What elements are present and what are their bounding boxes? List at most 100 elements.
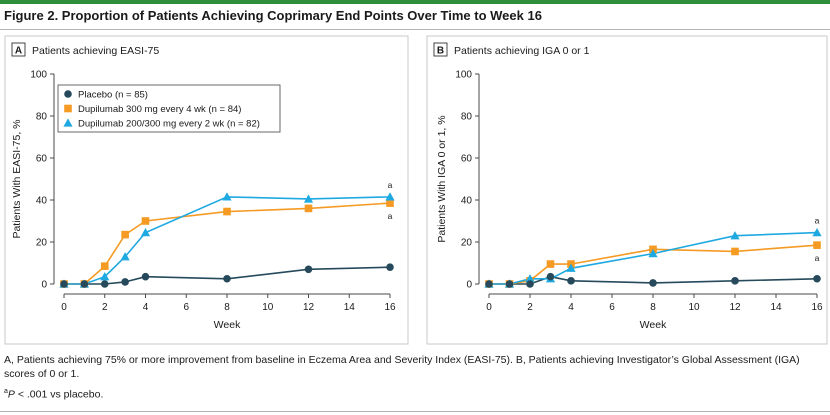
y-axis-title: Patients With IGA 0 or 1, % xyxy=(436,115,448,242)
x-tick-label: 4 xyxy=(568,302,574,313)
data-point-placebo xyxy=(141,272,150,281)
bottom-divider xyxy=(0,411,830,412)
legend-label-q4w: Dupilumab 300 mg every 4 wk (n = 84) xyxy=(78,104,241,115)
data-point-q2w xyxy=(120,252,130,261)
data-point-placebo xyxy=(546,272,555,281)
significance-marker: a xyxy=(388,180,393,190)
y-tick-label: 40 xyxy=(36,196,48,207)
panel-letter-box xyxy=(433,42,448,57)
legend-box xyxy=(57,84,281,133)
figure-caption: A, Patients achieving 75% or more improv… xyxy=(4,353,826,381)
caption-text: A, Patients achieving 75% or more improv… xyxy=(4,354,800,380)
data-point-q4w xyxy=(223,207,231,216)
significance-marker: a xyxy=(815,253,820,263)
data-point-q4w xyxy=(100,262,109,270)
x-tick-label: 6 xyxy=(609,302,615,313)
x-tick-label: 12 xyxy=(729,302,741,313)
data-point-q2w xyxy=(648,248,658,258)
data-point-q4w xyxy=(813,241,821,249)
data-point-q4w xyxy=(304,204,313,213)
panel-letter: A xyxy=(15,46,22,57)
y-tick-label: 100 xyxy=(30,70,47,81)
data-point-q2w xyxy=(812,227,822,237)
data-point-placebo xyxy=(567,277,575,285)
figure-canvas: A Patients achieving EASI-750204060801000… xyxy=(4,35,828,345)
data-point-q2w xyxy=(730,231,740,240)
data-point-q2w xyxy=(222,192,232,201)
panel-frame xyxy=(426,35,828,345)
data-point-placebo xyxy=(60,280,68,288)
data-point-placebo xyxy=(485,280,493,288)
y-tick-label: 0 xyxy=(466,280,472,291)
data-point-q2w xyxy=(525,274,535,283)
panel-title: Patients achieving IGA 0 or 1 xyxy=(454,45,590,57)
title-accent-bar xyxy=(0,0,830,4)
footnote-marker: a xyxy=(4,388,8,395)
x-tick-label: 16 xyxy=(811,302,823,313)
x-tick-label: 0 xyxy=(486,302,492,313)
y-axis-title: Patients With EASI-75, % xyxy=(11,119,23,238)
legend-marker-q4w xyxy=(64,104,72,113)
data-point-q2w xyxy=(140,227,151,237)
data-point-q2w xyxy=(566,263,576,272)
data-point-placebo xyxy=(386,263,394,271)
panel-frame xyxy=(4,35,409,345)
x-tick-label: 12 xyxy=(303,302,315,313)
y-tick-label: 20 xyxy=(461,238,473,249)
x-tick-label: 6 xyxy=(183,302,189,313)
panel-title: Patients achieving EASI-75 xyxy=(32,45,159,57)
legend-marker-q2w xyxy=(63,118,73,127)
data-point-placebo xyxy=(80,280,89,288)
x-tick-label: 14 xyxy=(344,302,356,313)
panel-letter-box xyxy=(11,42,26,57)
x-tick-label: 8 xyxy=(224,302,230,313)
y-tick-label: 0 xyxy=(41,280,47,291)
data-point-placebo xyxy=(813,274,821,283)
x-tick-label: 16 xyxy=(384,302,396,313)
x-tick-label: 10 xyxy=(262,302,274,313)
data-point-q4w xyxy=(731,247,739,256)
data-point-q4w xyxy=(141,217,150,225)
y-tick-label: 40 xyxy=(461,196,473,207)
legend-label-q2w: Dupilumab 200/300 mg every 2 wk (n = 82) xyxy=(78,119,260,130)
x-tick-label: 2 xyxy=(102,302,108,313)
data-point-q4w xyxy=(546,260,555,268)
x-axis-title: Week xyxy=(640,319,667,331)
chart-panel-b: B Patients achieving IGA 0 or 10204060801… xyxy=(426,35,828,345)
x-tick-label: 0 xyxy=(61,302,67,313)
y-tick-label: 20 xyxy=(36,238,48,249)
data-point-q4w xyxy=(121,230,129,239)
data-point-placebo xyxy=(649,279,657,287)
figure-title: Figure 2. Proportion of Patients Achievi… xyxy=(4,8,542,23)
x-tick-label: 2 xyxy=(527,302,533,313)
x-axis-title: Week xyxy=(214,319,241,331)
data-point-placebo xyxy=(731,277,739,285)
data-point-q2w xyxy=(385,192,395,201)
series-line-q2w xyxy=(489,231,818,285)
x-tick-label: 10 xyxy=(688,302,700,313)
panel-letter: B xyxy=(437,46,444,57)
data-point-placebo xyxy=(223,274,231,283)
data-point-placebo xyxy=(505,280,514,288)
x-tick-label: 8 xyxy=(650,302,656,313)
title-divider xyxy=(0,29,830,30)
data-point-q2w xyxy=(303,194,314,203)
legend-marker-placebo xyxy=(64,90,72,98)
data-point-placebo xyxy=(526,280,534,288)
significance-marker: a xyxy=(388,211,393,221)
x-tick-label: 14 xyxy=(770,302,782,313)
data-point-q4w xyxy=(386,199,394,207)
significance-marker: a xyxy=(815,216,820,226)
y-tick-label: 100 xyxy=(455,70,472,81)
data-point-placebo xyxy=(121,278,129,286)
footnote-text: < .001 vs placebo. xyxy=(14,388,104,401)
y-tick-label: 60 xyxy=(461,154,473,165)
data-point-placebo xyxy=(304,265,313,274)
y-tick-label: 60 xyxy=(36,154,48,165)
data-point-placebo xyxy=(100,280,109,288)
y-tick-label: 80 xyxy=(36,112,48,123)
legend-label-placebo: Placebo (n = 85) xyxy=(78,90,148,101)
x-tick-label: 4 xyxy=(143,302,149,313)
y-tick-label: 80 xyxy=(461,112,473,123)
data-point-q2w xyxy=(100,272,110,281)
